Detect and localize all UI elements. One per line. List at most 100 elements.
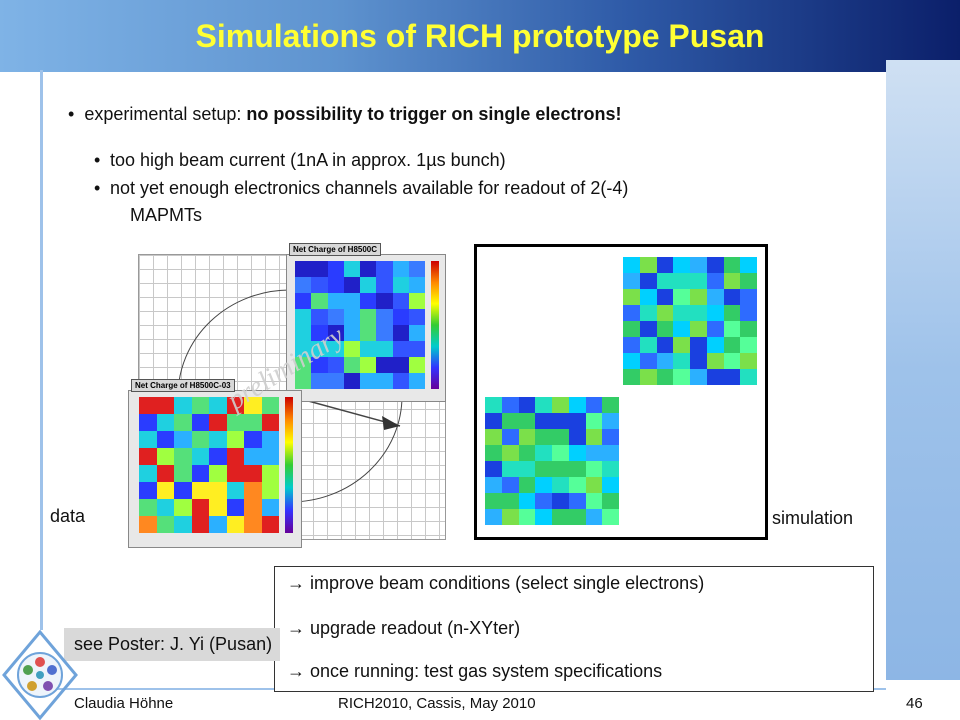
heatmap-cell — [740, 305, 757, 321]
heatmap-cell — [191, 414, 209, 431]
heatmap-cell — [226, 482, 244, 499]
heatmap-cell — [552, 461, 569, 477]
heatmap-cell — [226, 516, 244, 533]
heatmap-cell — [623, 289, 640, 305]
heatmap-cell — [226, 465, 244, 482]
bullet-prefix: experimental setup: — [84, 104, 247, 124]
footer-page-number: 46 — [906, 695, 923, 712]
heatmap-cell — [295, 277, 312, 293]
heatmap-cell — [226, 431, 244, 448]
heatmap-cell — [485, 509, 502, 525]
heatmap-cell — [690, 257, 707, 273]
heatmap-cell — [174, 482, 192, 499]
heatmap-cell — [139, 397, 157, 414]
heatmap-cell — [209, 431, 227, 448]
heatmap-cell — [311, 309, 328, 325]
heatmap-cell — [139, 465, 157, 482]
heatmap-cell — [485, 429, 502, 445]
heatmap-cell — [673, 305, 690, 321]
heatmap-cell — [392, 293, 409, 309]
heatmap-cell — [602, 397, 619, 413]
heatmap-cell — [392, 309, 409, 325]
heatmap-cell — [552, 429, 569, 445]
heatmap-cell — [518, 413, 536, 429]
heatmap-cell — [690, 289, 707, 305]
heatmap-cell — [535, 477, 552, 493]
heatmap-cell — [376, 309, 393, 325]
heatmap-cell — [360, 261, 377, 277]
heatmap-cell — [376, 325, 393, 341]
heatmap-cell — [623, 257, 640, 273]
heatmap-cell — [191, 397, 209, 414]
heatmap-cell — [690, 353, 707, 369]
heatmap-cell — [360, 373, 377, 389]
heatmap-cell — [174, 448, 192, 465]
heatmap-cell — [568, 397, 586, 413]
heatmap-cell — [261, 465, 279, 482]
heatmap-cell — [585, 461, 603, 477]
heatmap-cell — [535, 413, 552, 429]
heatmap-cell — [552, 445, 569, 461]
heatmap-cell — [485, 493, 502, 509]
heatmap-cell — [485, 477, 502, 493]
heatmap-cell — [408, 357, 425, 373]
heatmap-cell — [723, 353, 741, 369]
heatmap-cell — [740, 369, 757, 385]
heatmap-cell — [623, 337, 640, 353]
heatmap-cell — [706, 337, 724, 353]
heatmap-cell — [535, 461, 552, 477]
heatmap-cell — [706, 273, 724, 289]
bullet-dot: • — [94, 150, 101, 170]
heatmap-cell — [226, 448, 244, 465]
heatmap-cell — [226, 414, 244, 431]
sub-bullet-2-cont: MAPMTs — [130, 205, 202, 225]
heatmap-cell — [343, 373, 360, 389]
heatmap-cell — [673, 321, 690, 337]
heatmap-cell — [501, 493, 519, 509]
heatmap-cell — [295, 357, 312, 373]
heatmap-cell — [244, 397, 262, 414]
heatmap-cell — [139, 516, 157, 533]
heatmap-cell — [156, 397, 174, 414]
heatmap-cell — [639, 353, 657, 369]
heatmap-cell — [226, 397, 244, 414]
heatmap-cell — [261, 482, 279, 499]
heatmap-cell — [723, 337, 741, 353]
heatmap-cell — [602, 445, 619, 461]
heatmap-cell — [139, 482, 157, 499]
heatmap-cell — [327, 277, 344, 293]
heatmap-cell — [311, 293, 328, 309]
heatmap-cell — [156, 448, 174, 465]
heatmap-cell — [408, 309, 425, 325]
heatmap-cell — [501, 477, 519, 493]
heatmap-cell — [602, 413, 619, 429]
heatmap-cell — [585, 509, 603, 525]
heatmap-cell — [261, 397, 279, 414]
heatmap-cell — [261, 431, 279, 448]
heatmap-cell — [639, 337, 657, 353]
heatmap-cell — [392, 357, 409, 373]
heatmap-cell — [360, 357, 377, 373]
heatmap-cell — [295, 341, 312, 357]
heatmap-cell — [156, 482, 174, 499]
heatmap-cell — [501, 413, 519, 429]
heatmap-cell — [295, 309, 312, 325]
heatmap-cell — [139, 414, 157, 431]
bullet-dot: • — [68, 104, 85, 124]
heatmap-cell — [343, 293, 360, 309]
heatmap-cell — [360, 293, 377, 309]
heatmap-cell — [602, 477, 619, 493]
heatmap-cell — [673, 337, 690, 353]
simulation-frame — [474, 244, 768, 540]
heatmap-cell — [343, 325, 360, 341]
heatmap-cell — [585, 397, 603, 413]
heatmap-cell — [706, 257, 724, 273]
heatmap-cell — [568, 509, 586, 525]
heatmap-cell — [501, 445, 519, 461]
heatmap-cell — [139, 448, 157, 465]
heatmap-cell — [327, 309, 344, 325]
heatmap-cell — [568, 429, 586, 445]
heatmap-cell — [740, 273, 757, 289]
heatmap-cell — [327, 261, 344, 277]
heatmap-cell — [376, 261, 393, 277]
